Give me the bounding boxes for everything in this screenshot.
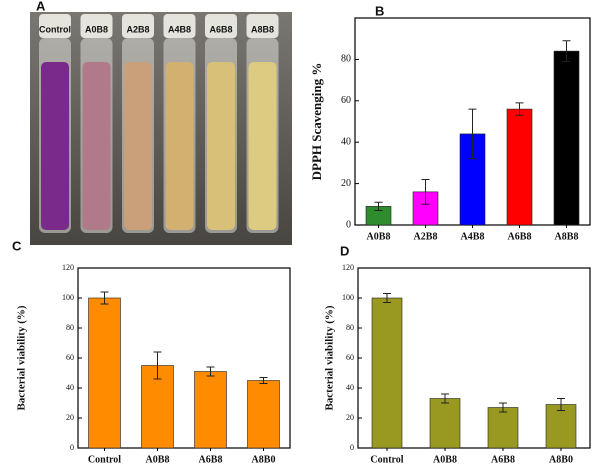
tube-liquid xyxy=(207,62,235,230)
tube-cap xyxy=(80,14,113,38)
y-tick-label: 120 xyxy=(62,263,74,272)
tube-cap xyxy=(205,14,237,38)
y-tick-label: 80 xyxy=(341,54,351,65)
error-bar xyxy=(499,402,507,413)
error-bar xyxy=(515,102,524,116)
y-axis-label: DPPH Scavenging % xyxy=(309,63,324,181)
y-axis-label: Bacterial viability (%) xyxy=(324,305,336,410)
bar xyxy=(487,407,519,449)
y-tick-label: 80 xyxy=(66,323,74,332)
x-tick-label: A6B8 xyxy=(508,231,532,242)
tube-cap xyxy=(122,14,154,38)
y-tick-label: 0 xyxy=(70,443,74,452)
x-tick-label: A8B0 xyxy=(549,454,573,465)
panel-label: A xyxy=(36,0,46,13)
x-tick-label: A0B8 xyxy=(146,454,170,465)
x-tick-label: A4B8 xyxy=(461,231,485,242)
error-bar xyxy=(100,291,109,305)
tube-liquid xyxy=(248,62,277,230)
bar xyxy=(506,108,533,226)
tube-label: A2B8 xyxy=(126,24,149,34)
error-bar xyxy=(206,366,215,377)
tube-cap xyxy=(39,14,71,38)
x-tick-label: A6B8 xyxy=(199,454,223,465)
photo: Control A0B8 A2B8 A4B8 A6B8 A8B8 xyxy=(30,12,292,245)
error-bar xyxy=(441,393,449,404)
tube-liquid xyxy=(82,62,111,230)
y-tick-label: 40 xyxy=(66,383,74,392)
bar xyxy=(553,50,580,226)
x-tick-label: A2B8 xyxy=(414,231,438,242)
bar xyxy=(194,371,227,449)
y-tick-label: 100 xyxy=(342,293,354,302)
y-tick-label: 40 xyxy=(346,383,354,392)
y-tick-label: 20 xyxy=(341,178,351,189)
tube-cap xyxy=(163,14,196,38)
y-tick-label: 80 xyxy=(346,323,354,332)
tube-cap xyxy=(246,14,279,38)
tube-label: A0B8 xyxy=(85,24,108,34)
error-bar xyxy=(153,351,162,380)
bar xyxy=(88,297,121,449)
error-bar xyxy=(557,398,565,411)
y-tick-label: 20 xyxy=(346,413,354,422)
x-tick-label: A6B8 xyxy=(491,454,515,465)
y-tick-label: 100 xyxy=(62,293,74,302)
y-tick-label: 60 xyxy=(341,95,351,106)
y-tick-label: 60 xyxy=(66,353,74,362)
y-axis-label: Bacterial viability (%) xyxy=(16,305,28,410)
x-tick-label: Control xyxy=(370,454,403,465)
bar xyxy=(545,404,577,449)
bar xyxy=(371,297,403,449)
tube-label: A8B8 xyxy=(251,24,274,34)
tube-liquid xyxy=(41,62,69,230)
x-tick-label: Control xyxy=(88,454,121,465)
x-tick-label: A0B8 xyxy=(367,231,391,242)
tube-label: A6B8 xyxy=(209,24,232,34)
tube-liquid xyxy=(124,62,152,230)
tubes: Control A0B8 A2B8 A4B8 A6B8 A8B8 xyxy=(39,14,279,233)
bar xyxy=(429,398,461,449)
bar xyxy=(247,380,280,449)
x-tick-label: A8B0 xyxy=(252,454,276,465)
y-tick-label: 0 xyxy=(346,219,351,230)
y-tick-label: 60 xyxy=(346,353,354,362)
y-tick-label: 20 xyxy=(66,413,74,422)
error-bar xyxy=(468,108,477,160)
y-tick-label: 0 xyxy=(350,443,354,452)
panel-label: C xyxy=(12,238,22,253)
x-tick-label: A0B8 xyxy=(433,454,457,465)
tube-label: Control xyxy=(39,24,71,34)
panel-label: B xyxy=(375,3,384,18)
y-tick-label: 40 xyxy=(341,136,351,147)
error-bar xyxy=(383,293,391,303)
error-bar xyxy=(562,40,571,62)
tube-label: A4B8 xyxy=(168,24,191,34)
error-bar xyxy=(259,377,268,384)
error-bar xyxy=(374,201,383,212)
x-tick-label: A8B8 xyxy=(555,231,579,242)
error-bar xyxy=(421,178,430,205)
y-tick-label: 120 xyxy=(342,263,354,272)
tube-liquid xyxy=(165,62,194,230)
panel-label: D xyxy=(340,243,349,258)
